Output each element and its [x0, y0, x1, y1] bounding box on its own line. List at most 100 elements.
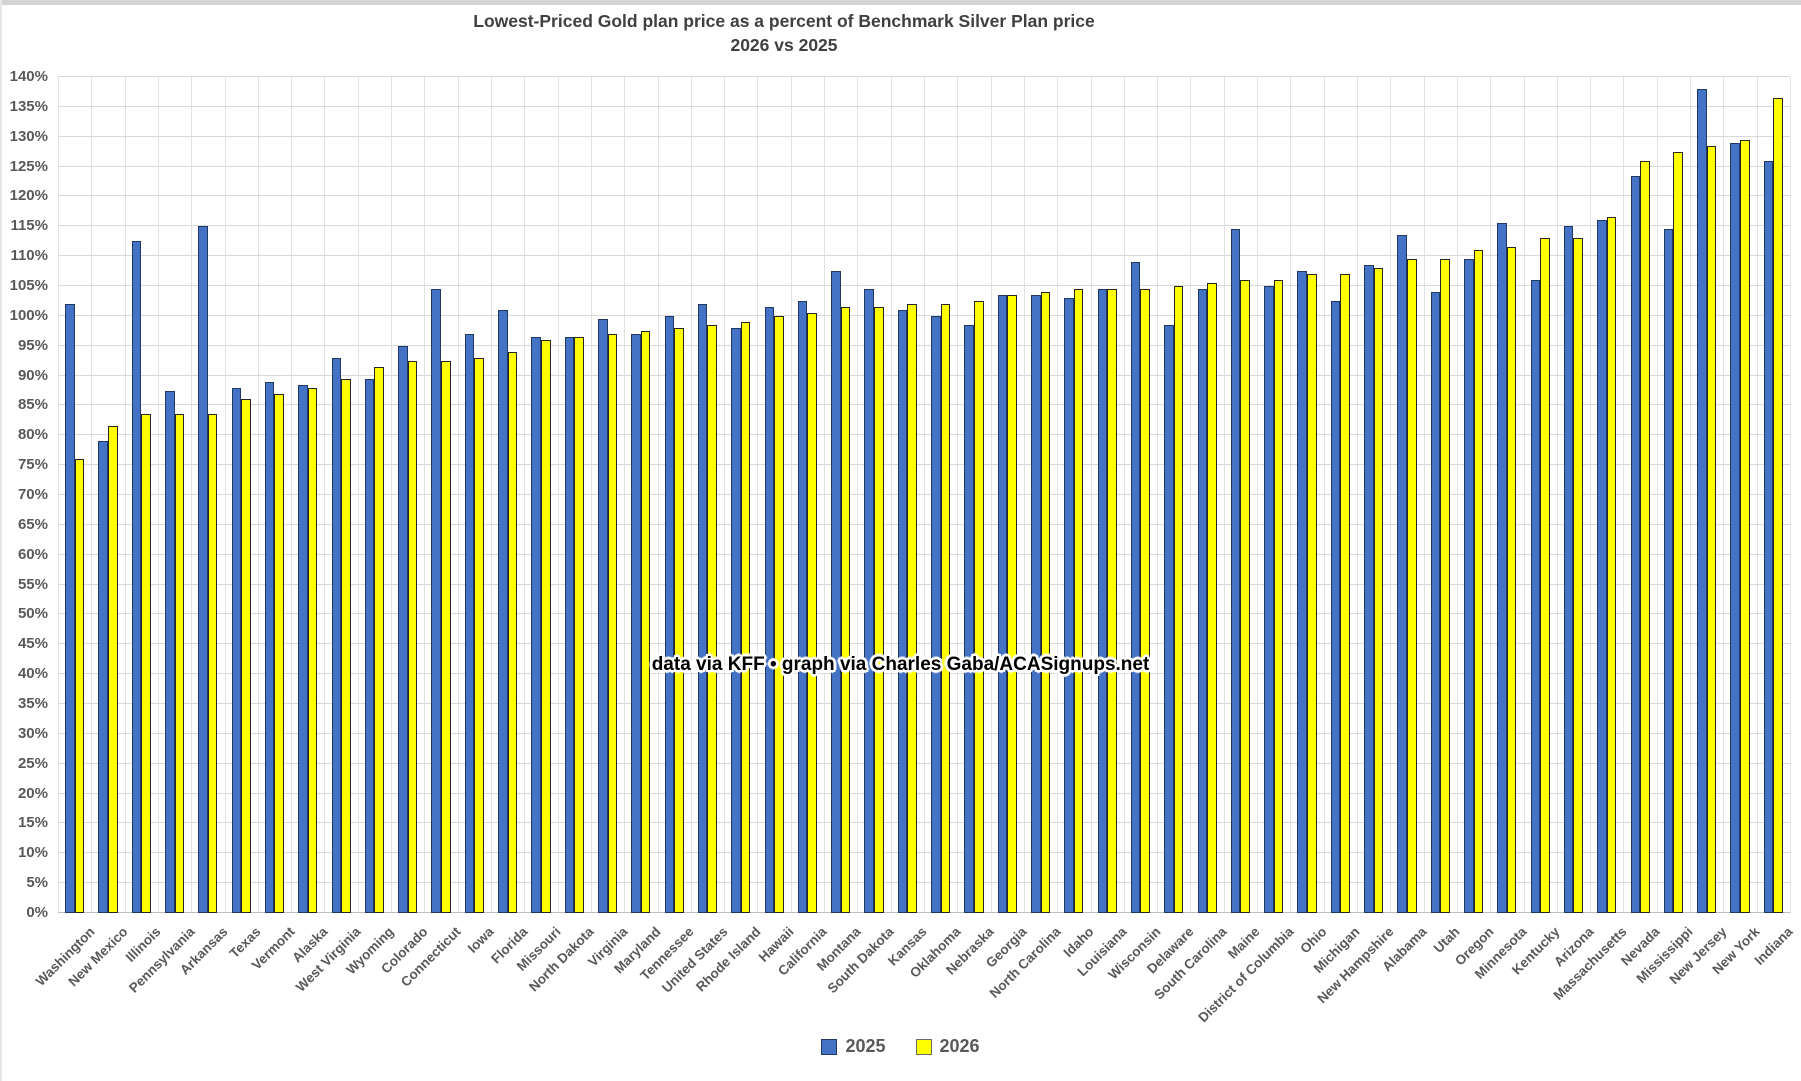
gridline-vertical — [724, 77, 726, 913]
gridline-vertical — [1290, 77, 1292, 913]
bar-2026-mississippi — [1673, 151, 1683, 913]
bar-group-united-states — [691, 77, 724, 913]
gridline-horizontal — [58, 583, 1790, 585]
gridline-vertical — [1390, 77, 1392, 913]
gridline-vertical — [157, 77, 159, 913]
bar-group-louisiana — [1091, 77, 1124, 913]
legend-item-2025: 2025 — [821, 1036, 886, 1057]
gridline-vertical — [657, 77, 659, 913]
y-axis-tick-105-: 105% — [9, 277, 48, 294]
legend-item-2026: 2026 — [915, 1036, 980, 1057]
gridline-horizontal — [58, 404, 1790, 406]
gridline-vertical — [391, 77, 393, 913]
gridline-horizontal — [58, 255, 1790, 257]
legend-swatch-2026 — [915, 1038, 932, 1055]
bar-2026-utah — [1440, 259, 1450, 913]
legend: 2025 2026 — [0, 1036, 1801, 1057]
gridline-horizontal — [58, 314, 1790, 316]
gridline-horizontal — [58, 195, 1790, 197]
gridline-vertical — [1790, 77, 1791, 913]
gridline-horizontal — [58, 523, 1790, 525]
bar-2026-michigan — [1340, 274, 1350, 913]
bar-group-idaho — [1057, 77, 1090, 913]
y-axis-tick-140-: 140% — [9, 68, 48, 85]
gridline-vertical — [1090, 77, 1092, 913]
gridline-horizontal — [58, 285, 1790, 286]
bar-2025-north-carolina — [1030, 294, 1041, 913]
bar-2025-south-carolina — [1197, 289, 1208, 913]
gridline-vertical — [124, 77, 126, 913]
y-axis-tick-120-: 120% — [9, 187, 48, 205]
bar-2025-nebraska — [964, 324, 974, 913]
gridline-vertical — [590, 77, 592, 913]
bar-2025-michigan — [1330, 300, 1341, 913]
bar-2025-missouri — [531, 336, 541, 913]
bar-2025-minnesota — [1497, 223, 1507, 913]
bar-group-texas — [225, 77, 258, 913]
bar-group-michigan — [1324, 77, 1357, 913]
annotation-watermark: data via KFF • graph via Charles Gaba/AC… — [651, 654, 1150, 675]
bar-2025-iowa — [464, 333, 475, 913]
bar-group-nevada — [1623, 77, 1656, 913]
bar-group-kentucky — [1524, 77, 1557, 913]
bar-2025-louisiana — [1097, 289, 1108, 913]
bar-2026-idaho — [1073, 289, 1084, 913]
bar-2026-new-jersey — [1706, 145, 1717, 913]
bar-2025-connecticut — [431, 289, 442, 913]
bar-group-georgia — [991, 77, 1024, 913]
gridline-horizontal — [58, 344, 1790, 346]
y-axis-tick-65-: 65% — [17, 515, 48, 533]
bar-2026-virginia — [607, 333, 618, 913]
bar-2026-united-states — [707, 324, 718, 913]
gridline-horizontal — [58, 374, 1790, 376]
y-axis-tick-55-: 55% — [17, 575, 48, 593]
bar-2025-illinois — [131, 241, 142, 913]
bar-2026-rhode-island — [740, 321, 751, 913]
y-axis-tick-85-: 85% — [17, 396, 48, 414]
legend-label-2026: 2026 — [939, 1036, 980, 1056]
chart-title-line2: 2026 vs 2025 — [730, 35, 838, 55]
y-axis-tick-70-: 70% — [17, 486, 48, 503]
bar-2025-texas — [231, 387, 242, 913]
gridline-horizontal — [58, 135, 1790, 137]
bar-group-kansas — [891, 77, 924, 913]
gridline-vertical — [224, 77, 226, 913]
gridline-vertical — [557, 77, 559, 913]
bar-group-district-of-columbia — [1257, 77, 1290, 913]
y-axis-tick-30-: 30% — [17, 724, 48, 742]
gridline-vertical — [1223, 77, 1225, 913]
bar-group-new-mexico — [91, 77, 124, 913]
bar-group-mississippi — [1657, 77, 1690, 913]
gridline-vertical — [524, 77, 526, 913]
legend-swatch-2025 — [821, 1038, 838, 1055]
bar-group-missouri — [524, 77, 557, 913]
bar-group-utah — [1424, 77, 1457, 913]
gridline-vertical — [91, 77, 93, 913]
gridline-vertical — [1123, 77, 1125, 913]
y-axis-tick-60-: 60% — [17, 545, 48, 563]
gridline-vertical — [1323, 77, 1325, 913]
bar-group-iowa — [458, 77, 491, 913]
gridline-vertical — [790, 77, 792, 913]
bar-2026-new-hampshire — [1373, 268, 1384, 913]
bar-2025-district-of-columbia — [1264, 286, 1274, 913]
gridline-horizontal — [58, 165, 1790, 167]
gridline-vertical — [1590, 77, 1592, 913]
bar-2026-arizona — [1573, 238, 1584, 913]
y-axis-tick-135-: 135% — [9, 97, 48, 115]
gridline-vertical — [1756, 77, 1758, 913]
gridline-horizontal — [58, 434, 1790, 436]
legend-label-2025: 2025 — [845, 1036, 886, 1056]
bar-2025-ohio — [1297, 271, 1308, 913]
bar-group-maine — [1224, 77, 1257, 913]
bar-group-south-carolina — [1190, 77, 1223, 913]
gridline-vertical — [1656, 77, 1658, 913]
bar-2025-montana — [831, 271, 841, 913]
bar-group-hawaii — [757, 77, 790, 913]
y-axis-tick-125-: 125% — [9, 157, 48, 175]
bar-2026-nevada — [1640, 160, 1650, 913]
bar-2025-maryland — [631, 333, 641, 913]
y-axis-tick-50-: 50% — [17, 605, 48, 623]
bar-2026-washington — [74, 459, 85, 913]
